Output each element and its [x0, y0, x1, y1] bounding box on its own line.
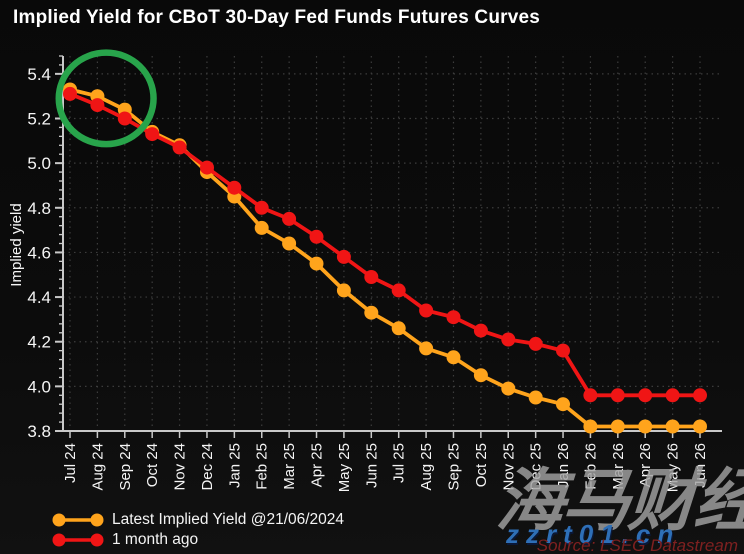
data-point-marker [638, 419, 653, 434]
y-tick-label: 4.0 [27, 377, 51, 396]
x-tick-label: May 26 [665, 443, 682, 492]
legend-line-marker-icon [52, 533, 104, 546]
axes [55, 55, 722, 432]
data-point-marker [556, 397, 570, 412]
data-point-marker [638, 388, 653, 403]
x-tick-label: Jul 24 [62, 443, 79, 483]
x-tick-label: Jul 25 [391, 443, 408, 483]
data-point-marker [528, 336, 543, 351]
data-point-marker [282, 211, 297, 226]
x-tick-label: Feb 26 [582, 443, 599, 490]
data-point-marker [282, 236, 297, 251]
data-point-marker [446, 310, 461, 325]
x-tick-label: Oct 24 [144, 443, 161, 487]
x-axis-labels: Jul 24 Aug 24 Sep 24 Oct 24 Nov 24 Dec 24 Jan … [62, 431, 709, 492]
legend-label-1-month-ago: 1 month ago [112, 531, 199, 548]
chart-title: Implied Yield for CBoT 30-Day Fed Funds … [13, 7, 541, 28]
y-tick-label: 5.2 [27, 110, 51, 129]
x-tick-label: Dec 25 [528, 443, 545, 491]
watermark-url: zzrt01.cn [506, 519, 681, 549]
highlight-circle-annotation [55, 49, 157, 148]
annotation [55, 49, 157, 148]
data-point-marker [693, 388, 707, 403]
data-point-marker [419, 341, 434, 356]
data-point-marker [583, 419, 598, 434]
legend-label-latest: Latest Implied Yield @21/06/2024 [112, 511, 345, 528]
data-point-marker [364, 305, 379, 320]
data-point-marker [419, 303, 434, 318]
data-point-marker [473, 323, 488, 338]
y-tick-label: 5.4 [27, 65, 51, 84]
x-tick-label: Dec 24 [199, 443, 216, 491]
data-point-marker [473, 368, 488, 383]
y-tick-label: 4.4 [27, 288, 51, 307]
data-point-marker [501, 381, 516, 396]
x-tick-label: Jan 25 [226, 443, 243, 488]
x-tick-label: Sep 24 [117, 443, 134, 491]
data-point-marker [309, 229, 324, 244]
data-point-marker [391, 283, 406, 298]
data-point-marker [309, 256, 324, 271]
x-tick-label: Jun 25 [363, 443, 380, 488]
y-axis-title: Implied yield [8, 203, 25, 286]
x-tick-label: Aug 25 [418, 443, 435, 491]
data-point-marker [90, 98, 105, 113]
series-line [69, 92, 700, 398]
legend-item-latest: Latest Implied Yield @21/06/2024 [52, 510, 344, 529]
y-axis-title: Implied yield [8, 203, 25, 286]
data-point-marker [583, 388, 598, 403]
x-tick-label: Mar 25 [281, 443, 298, 490]
data-point-marker [336, 283, 351, 298]
legend-line-marker-icon [52, 513, 104, 526]
gridlines [63, 56, 722, 432]
data-point-marker [665, 419, 680, 434]
x-tick-label: Jan 26 [555, 443, 572, 488]
x-tick-label: Aug 24 [89, 443, 106, 491]
data-point-marker [364, 270, 379, 284]
data-point-marker [254, 200, 269, 215]
data-point-marker [227, 180, 242, 195]
data-point-marker [63, 86, 77, 101]
data-point-marker [336, 249, 351, 264]
x-tick-label: Nov 25 [500, 443, 517, 491]
chart-legend: Latest Implied Yield @21/06/2024 1 month… [52, 510, 344, 549]
data-point-marker [117, 111, 132, 126]
x-tick-label: Oct 25 [473, 443, 490, 487]
x-tick-label: Nov 24 [172, 443, 189, 491]
source-attribution: Source: LSEG Datastream [536, 536, 738, 554]
x-tick-label: Feb 25 [254, 443, 271, 490]
data-point-marker [446, 350, 461, 365]
data-point-marker [145, 127, 160, 142]
x-tick-label: Jun 26 [692, 443, 709, 488]
x-tick-label: Sep 25 [445, 443, 462, 491]
data-point-marker [501, 332, 516, 347]
y-tick-label: 5.0 [27, 154, 51, 173]
legend-item-1-month-ago: 1 month ago [52, 530, 344, 549]
series-1-month-ago [63, 86, 707, 403]
x-tick-label: Mar 26 [610, 443, 627, 490]
data-point-marker [610, 419, 625, 434]
data-point-marker [665, 388, 680, 403]
data-point-marker [254, 220, 269, 235]
y-tick-label: 4.2 [27, 333, 51, 352]
data-point-marker [556, 343, 570, 358]
x-tick-label: Apr 25 [309, 443, 326, 487]
data-point-marker [200, 160, 214, 175]
data-point-marker [610, 388, 625, 403]
y-tick-label: 4.6 [27, 243, 51, 262]
x-tick-label: May 25 [336, 443, 353, 492]
data-point-marker [172, 140, 187, 155]
data-point-marker [391, 321, 406, 336]
y-tick-label: 3.8 [27, 422, 51, 441]
x-tick-label: Apr 26 [637, 443, 654, 487]
series-latest [63, 82, 707, 434]
y-axis-labels: 5.4 5.2 5.0 4.8 4.6 4.4 4.2 4.0 3.8 [27, 65, 51, 441]
data-point-marker [528, 390, 543, 405]
data-point-marker [693, 419, 707, 434]
y-tick-label: 4.8 [27, 199, 51, 218]
